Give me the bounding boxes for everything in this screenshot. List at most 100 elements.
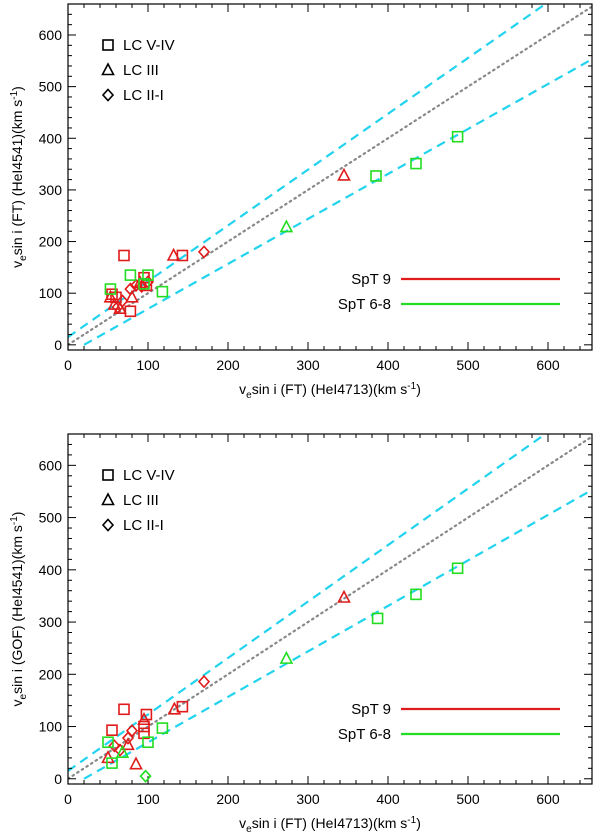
- boundary-line-lower: [83, 58, 592, 346]
- y-tick-label: 0: [54, 771, 62, 787]
- y-tick-label: 300: [39, 614, 63, 630]
- y-tick-label: 200: [39, 666, 63, 682]
- x-tick-label: 200: [216, 357, 240, 373]
- data-point-triangle: [279, 219, 294, 233]
- data-point-diamond: [197, 245, 211, 259]
- axis-label-part: v: [9, 699, 25, 706]
- data-point-square: [156, 285, 169, 298]
- legend-marker-label: LC V-IV: [123, 467, 175, 484]
- axis-label-part: sin i (FT) (HeI4541)(km s: [9, 100, 25, 256]
- data-point-square: [106, 724, 118, 736]
- chart-panel-1: 0 100 200 300 400 500 6000100200300400500600ve…: [9, 3, 593, 401]
- axis-label-part: -1: [407, 381, 416, 392]
- data-point-square: [138, 727, 150, 740]
- axis-label-part: e: [18, 693, 29, 699]
- data-point-square: [370, 170, 382, 182]
- axis-label-part: v: [239, 815, 246, 831]
- y-tick-label: 300: [39, 182, 63, 198]
- data-point-square: [410, 157, 422, 170]
- data-point-triangle: [115, 744, 130, 758]
- x-tick-label: 600: [536, 791, 560, 807]
- x-tick-label: 300: [296, 791, 320, 807]
- axis-label-part: e: [18, 255, 29, 261]
- legend-marker-diamond: [101, 88, 115, 102]
- y-axis-label: vesin i (FT) (HeI4541)(km s-1): [9, 86, 29, 268]
- data-point-square: [118, 249, 130, 262]
- legend-series-label: SpT 6-8: [338, 726, 391, 743]
- y-tick-label: 500: [39, 79, 63, 95]
- chart-panel-2: 0 100 200 300 400 500 6000100200300400500600ve…: [9, 433, 593, 835]
- reference-lines: [68, 4, 592, 346]
- data-point-square: [118, 703, 130, 716]
- y-tick-label: 600: [39, 27, 63, 43]
- x-tick-label: 100: [136, 357, 160, 373]
- boundary-line-upper: [68, 4, 548, 338]
- data-point-square: [451, 562, 464, 575]
- axis-label-part: sin i (GOF) (HeI4541)(km s: [9, 525, 25, 694]
- data-point-triangle: [121, 737, 135, 751]
- data-point-square: [142, 269, 154, 281]
- data-points: [103, 130, 464, 318]
- data-point-square: [124, 305, 137, 318]
- data-point-square: [106, 757, 118, 769]
- x-tick-label: 0: [64, 357, 72, 373]
- axis-label-part: v: [239, 381, 246, 397]
- y-tick-label: 400: [39, 130, 63, 146]
- data-point-triangle: [103, 289, 118, 303]
- x-tick-label: 400: [376, 357, 400, 373]
- data-point-square: [124, 269, 137, 281]
- axis-label-part: e: [246, 824, 252, 835]
- data-point-square: [176, 700, 189, 713]
- y-tick-label: 600: [39, 457, 63, 473]
- data-point-triangle: [337, 589, 351, 603]
- legend-marker-label: LC V-IV: [123, 37, 175, 54]
- axis-label-part: e: [246, 390, 252, 401]
- legend-marker-square: [102, 39, 114, 51]
- y-tick-label: 100: [39, 285, 63, 301]
- y-tick-label: 400: [39, 562, 63, 578]
- boundary-line-upper: [68, 434, 548, 772]
- x-tick-label: 500: [456, 791, 480, 807]
- identity-line: [68, 5, 592, 346]
- data-point-square: [142, 736, 154, 749]
- reference-lines: [68, 434, 592, 780]
- x-tick-label: 600: [536, 357, 560, 373]
- axis-label-part: v: [9, 261, 25, 268]
- axis-label-part: -1: [9, 90, 20, 99]
- data-point-diamond: [116, 294, 129, 308]
- legend-series-label: SpT 6-8: [338, 296, 391, 313]
- axis-label-part: -1: [9, 516, 20, 525]
- data-point-square: [104, 283, 117, 295]
- x-axis-label: vesin i (FT) (HeI4713)(km s-1): [239, 381, 421, 401]
- data-point-diamond: [139, 769, 152, 783]
- y-tick-label: 200: [39, 234, 63, 250]
- data-point-square: [102, 736, 114, 749]
- legend-marker-label: LC II-I: [123, 517, 164, 534]
- legend-marker-label: LC II-I: [123, 87, 164, 104]
- data-point-square: [156, 722, 169, 734]
- y-tick-label: 0: [54, 337, 62, 353]
- data-point-triangle: [129, 756, 143, 770]
- x-tick-label: 300: [296, 357, 320, 373]
- data-point-square: [451, 130, 464, 143]
- data-point-square: [371, 612, 384, 625]
- x-tick-label: 400: [376, 791, 400, 807]
- axis-label-part: ): [9, 512, 25, 517]
- data-point-triangle: [125, 289, 139, 303]
- legend-marker-label: LC III: [123, 62, 159, 79]
- axis-label-part: ): [416, 381, 421, 397]
- legend-marker-triangle: [101, 492, 115, 506]
- x-tick-label: 100: [136, 791, 160, 807]
- data-point-diamond: [108, 739, 121, 753]
- x-tick-label: 0: [64, 791, 72, 807]
- x-tick-label: 500: [456, 357, 480, 373]
- data-point-diamond: [125, 724, 139, 738]
- legend-marker-diamond: [101, 518, 115, 532]
- data-point-diamond: [197, 674, 211, 689]
- data-point-triangle: [137, 712, 151, 726]
- legend-marker-triangle: [101, 62, 115, 76]
- identity-line: [68, 435, 592, 780]
- data-point-triangle: [166, 247, 181, 261]
- legend-series-label: SpT 9: [351, 701, 391, 718]
